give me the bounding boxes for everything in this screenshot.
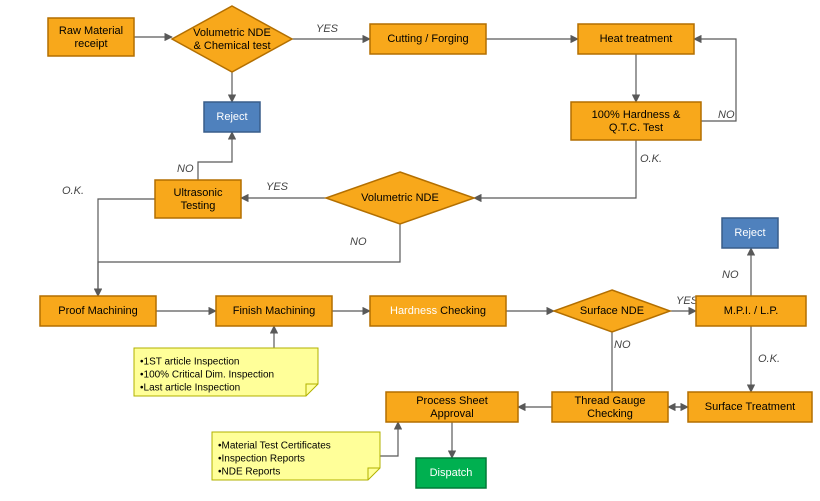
note2-line1: •Inspection Reports xyxy=(218,454,305,465)
edge-volnde-proof xyxy=(98,224,400,296)
note1-line0: •1ST article Inspection xyxy=(140,357,239,368)
node-ultra: UltrasonicTesting xyxy=(155,180,241,218)
node-proof: Proof Machining xyxy=(40,296,156,326)
dispatch-label: Dispatch xyxy=(430,467,473,479)
node-reject1: Reject xyxy=(204,102,260,132)
node-hardchk: Hardness Checking xyxy=(370,296,506,326)
reject1-label: Reject xyxy=(216,111,247,123)
approval-label2: Approval xyxy=(430,408,473,420)
node-heat: Heat treatment xyxy=(578,24,694,54)
edge-label-mpi-surftreat: O.K. xyxy=(758,353,780,365)
node-note2: •Material Test Certificates •Inspection R… xyxy=(212,432,380,480)
hardqtc-label2: Q.T.C. Test xyxy=(609,122,663,134)
node-thread: Thread GaugeChecking xyxy=(552,392,668,422)
node-finish: Finish Machining xyxy=(216,296,332,326)
hardqtc-label1: 100% Hardness & xyxy=(592,109,681,121)
mpi-label: M.P.I. / L.P. xyxy=(724,305,779,317)
node-surftreat: Surface Treatment xyxy=(688,392,812,422)
edge-label-ultra-proof: O.K. xyxy=(62,185,84,197)
edge-label-hardqtc-heat: NO xyxy=(718,109,735,121)
heat-label: Heat treatment xyxy=(600,33,673,45)
hardchk-label: Hardness Checking xyxy=(390,305,486,317)
volchem-label2: & Chemical test xyxy=(193,40,270,52)
edge-ultra-reject1 xyxy=(198,132,232,180)
edge-label-surfnde-surftreat: NO xyxy=(614,339,631,351)
node-cut: Cutting / Forging xyxy=(370,24,486,54)
thread-label1: Thread Gauge xyxy=(575,395,646,407)
note2-line2: •NDE Reports xyxy=(218,467,280,478)
edge-label-hardqtc-volnde: O.K. xyxy=(640,153,662,165)
node-approval: Process SheetApproval xyxy=(386,392,518,422)
node-mpi: M.P.I. / L.P. xyxy=(696,296,806,326)
note2-line0: •Material Test Certificates xyxy=(218,441,331,452)
finish-label: Finish Machining xyxy=(233,305,316,317)
node-note1: •1ST article Inspection •100% Critical Di… xyxy=(134,348,318,396)
edge-label-ultra-reject1: NO xyxy=(177,163,194,175)
edge-label-volnde-proof: NO xyxy=(350,236,367,248)
edge-label-volchem-cut: YES xyxy=(316,23,339,35)
surftreat-label: Surface Treatment xyxy=(705,401,796,413)
ultra-label1: Ultrasonic xyxy=(174,187,223,199)
thread-label2: Checking xyxy=(587,408,633,420)
edge-label-mpi-reject2: NO xyxy=(722,269,739,281)
reject2-label: Reject xyxy=(734,227,765,239)
node-hardqtc: 100% Hardness &Q.T.C. Test xyxy=(571,102,701,140)
edge-note2-approval xyxy=(380,422,398,456)
cut-label: Cutting / Forging xyxy=(387,33,468,45)
proof-label: Proof Machining xyxy=(58,305,138,317)
volnde-label: Volumetric NDE xyxy=(361,192,439,204)
edge-hardqtc-volnde xyxy=(474,140,636,198)
flowchart-canvas: YESNOO.K.YESNOO.K.NOYESNOO.K.NORaw Mater… xyxy=(0,0,820,501)
nodes-layer: Raw MaterialreceiptVolumetric NDE& Chemi… xyxy=(40,6,812,488)
note1-line1: •100% Critical Dim. Inspection xyxy=(140,370,274,381)
node-reject2: Reject xyxy=(722,218,778,248)
node-volnde: Volumetric NDE xyxy=(326,172,474,224)
raw-label2: receipt xyxy=(74,38,107,50)
edge-label-volnde-ultra: YES xyxy=(266,181,289,193)
surfnde-label: Surface NDE xyxy=(580,305,644,317)
raw-label1: Raw Material xyxy=(59,25,123,37)
edge-ultra-proof xyxy=(98,199,155,296)
volchem-label1: Volumetric NDE xyxy=(193,27,271,39)
ultra-label2: Testing xyxy=(181,200,216,212)
node-volchem: Volumetric NDE& Chemical test xyxy=(172,6,292,72)
note1-line2: •Last article Inspection xyxy=(140,383,240,394)
node-surfnde: Surface NDE xyxy=(554,290,670,332)
node-dispatch: Dispatch xyxy=(416,458,486,488)
node-raw: Raw Materialreceipt xyxy=(48,18,134,56)
approval-label1: Process Sheet xyxy=(416,395,488,407)
